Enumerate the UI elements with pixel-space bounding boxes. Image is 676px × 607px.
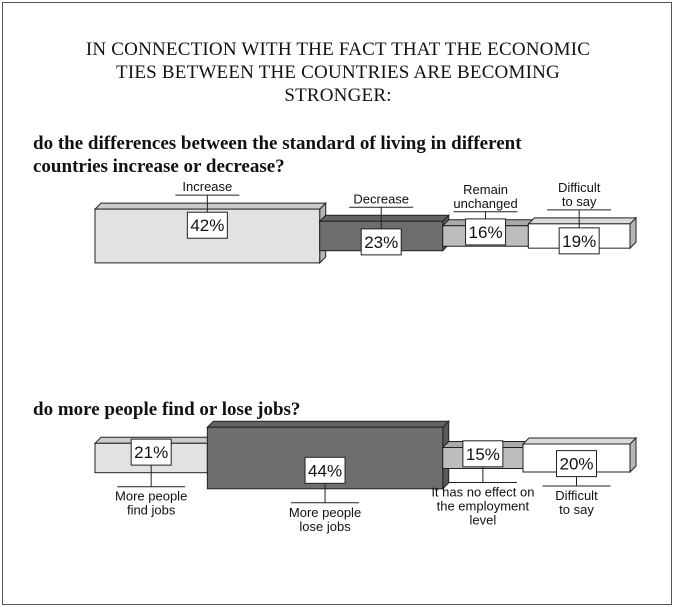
chart1-bar-1-category-label: Increase	[182, 179, 232, 194]
chart1-bar-2-category-label: Decrease	[353, 191, 409, 206]
chart1-bar-4-value-label: 19%	[562, 232, 596, 251]
chart2-bar-2-category-label: lose jobs	[299, 519, 351, 534]
chart2-bar-4-category-label: to say	[559, 502, 594, 517]
chart1-bar-2-top	[318, 214, 450, 222]
chart2-bar-1-value-box	[130, 438, 172, 466]
chart2-bar-2-top	[206, 420, 450, 428]
chart2-bar-3-category-label: It has no effect on	[431, 485, 534, 500]
chart2-bar-2-category-label: More people	[289, 505, 361, 520]
chart2-bar-3-value-label: 15%	[466, 445, 500, 464]
chart2-bar-1-category-label: More people	[115, 489, 187, 504]
question-2-title: do more people find or lose jobs?	[33, 399, 301, 420]
chart1-bar-2-value-label: 23%	[364, 233, 398, 252]
chart1-bar-3-value-label: 16%	[469, 223, 503, 242]
question-1-title: do the differences between the standard …	[33, 133, 522, 177]
chart1-bar-4-top	[527, 217, 638, 225]
chart1-bar-1-value-label: 42%	[190, 216, 224, 235]
chart1-bar-3-category-label: unchanged	[453, 196, 517, 211]
chart1-bar-3-category-label: Remain	[463, 182, 508, 197]
chart1-bar-1-top	[93, 202, 327, 210]
chart2-bar-4-value-label: 20%	[559, 455, 593, 474]
chart1-bar-4-value-box	[558, 227, 600, 255]
chart2-bar-1-value-label: 21%	[134, 443, 168, 462]
chart1-bar-4-category-label: to say	[562, 194, 597, 209]
chart2-bar-4-category-label: Difficult	[555, 488, 598, 503]
chart2-bar-1-category-label: find jobs	[127, 503, 176, 518]
chart2-bar-3-category-label: level	[470, 513, 497, 528]
chart1-bar-4-category-label: Difficult	[558, 180, 601, 195]
chart1-bar-2-value-box	[360, 228, 402, 256]
chart2-bar-2-value-label: 44%	[308, 461, 342, 480]
chart2-bar-3-category-label: the employment	[437, 499, 530, 514]
main-title: IN CONNECTION WITH THE FACT THAT THE ECO…	[85, 39, 591, 106]
chart1-bar-1-value-box	[186, 211, 228, 239]
chart2-bar-4-top	[521, 437, 638, 445]
